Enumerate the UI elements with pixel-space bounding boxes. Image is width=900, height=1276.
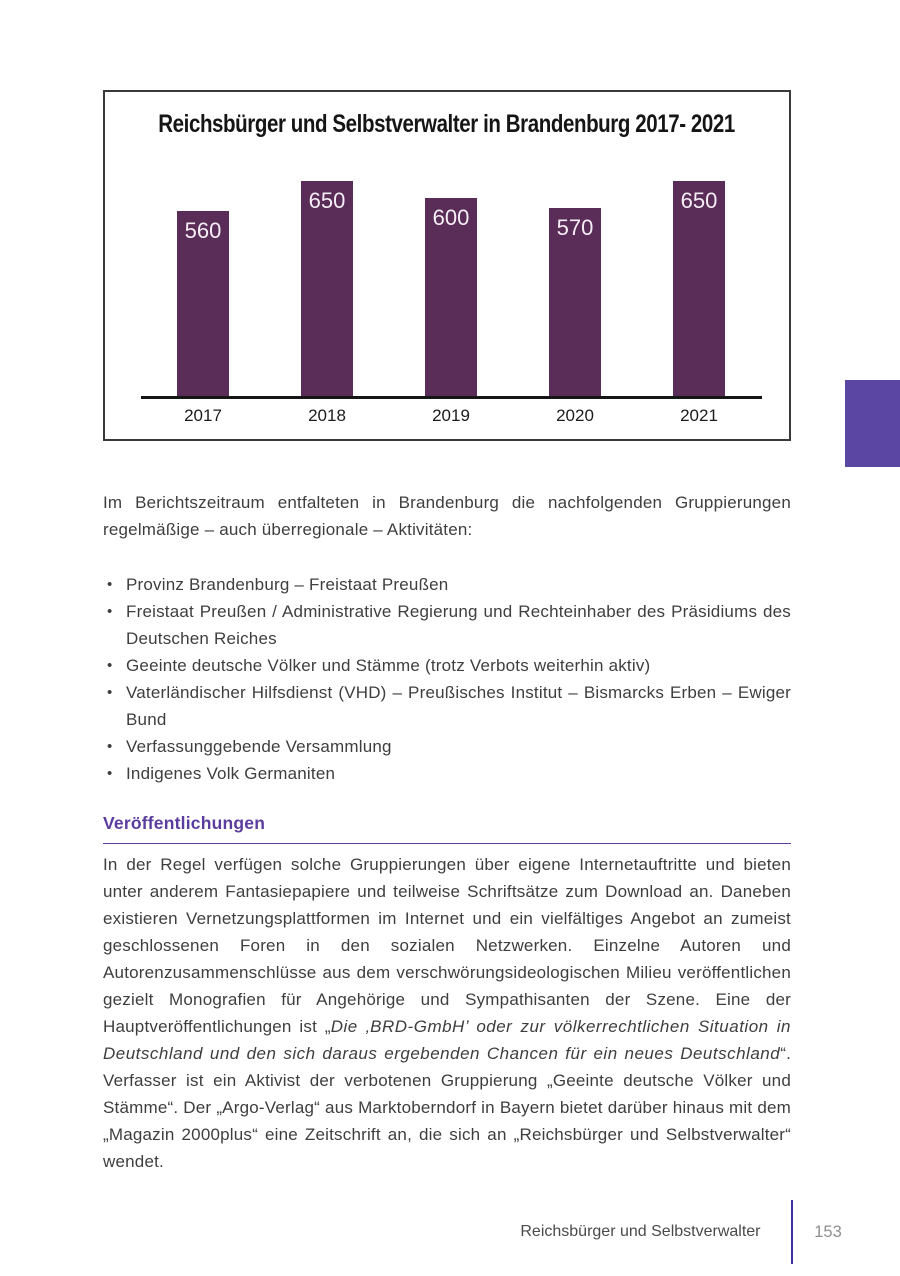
groups-bullet-list: Provinz Brandenburg – Freistaat PreußenF… xyxy=(103,571,791,787)
chart-bar-2019: 600 xyxy=(425,198,477,398)
bar-value-label: 600 xyxy=(432,205,470,230)
chart-bar-2021: 650 xyxy=(673,181,725,398)
x-axis-label-2020: 2020 xyxy=(556,406,594,425)
list-item: Indigenes Volk Germaniten xyxy=(103,760,791,787)
chart-bar-2017: 560 xyxy=(177,211,229,398)
paragraph-segment-normal: In der Regel verfügen solche Gruppierung… xyxy=(103,855,791,1036)
footer-page-number: 153 xyxy=(814,1222,842,1241)
list-item: Vaterländischer Hilfsdienst (VHD) – Preu… xyxy=(103,679,791,733)
x-axis-labels: 2017 2018 2019 2020 2021 xyxy=(141,406,761,430)
chart-bar-2020: 570 xyxy=(549,208,601,398)
chart-plot: 560 650 600 570 650 xyxy=(141,92,761,398)
bar-value-label: 650 xyxy=(308,188,346,213)
paragraph-segment-italic: Die ‚BRD-GmbH’ oder zur völk­errechtlich… xyxy=(103,1017,791,1063)
list-item: Freistaat Preußen / Administrative Regie… xyxy=(103,598,791,652)
bar-value-label: 560 xyxy=(184,218,222,243)
publications-paragraph: In der Regel verfügen solche Gruppierung… xyxy=(103,851,791,1175)
x-axis-line xyxy=(141,396,762,399)
x-axis-label-2018: 2018 xyxy=(308,406,346,425)
footer-divider xyxy=(790,1200,793,1264)
chapter-color-tab xyxy=(845,380,900,467)
x-axis-label-2017: 2017 xyxy=(184,406,222,425)
bar-value-label: 650 xyxy=(680,188,718,213)
footer-section-title: Reichsbürger und Selbstverwalter xyxy=(520,1223,761,1240)
x-axis-label-2021: 2021 xyxy=(680,406,718,425)
chart-title: Reichsbürger und Selbstverwalter in Bran… xyxy=(158,110,736,138)
intro-paragraph: Im Berichtszeitraum entfalteten in Brand… xyxy=(103,493,791,539)
x-axis-label-2019: 2019 xyxy=(432,406,470,425)
chart-bar-2018: 650 xyxy=(301,181,353,398)
bar-chart-figure: Reichsbürger und Selbstverwalter in Bran… xyxy=(103,90,791,441)
bar-value-label: 570 xyxy=(556,215,594,240)
publications-section: Veröffentlichungen In der Regel verfügen… xyxy=(103,810,791,1175)
list-item: Verfassunggebende Versammlung xyxy=(103,733,791,760)
list-item: Provinz Brandenburg – Freistaat Preußen xyxy=(103,571,791,598)
list-item: Geeinte deutsche Völker und Stämme (trot… xyxy=(103,652,791,679)
paragraph-segment-normal: “. Verfasser ist ein Aktivist der verbot… xyxy=(103,1044,791,1171)
section-heading: Veröffentlichungen xyxy=(103,810,791,844)
page-footer: Reichsbürger und Selbstverwalter 153 xyxy=(103,1200,863,1264)
chart-title-row: Reichsbürger und Selbstverwalter in Bran… xyxy=(105,110,789,139)
